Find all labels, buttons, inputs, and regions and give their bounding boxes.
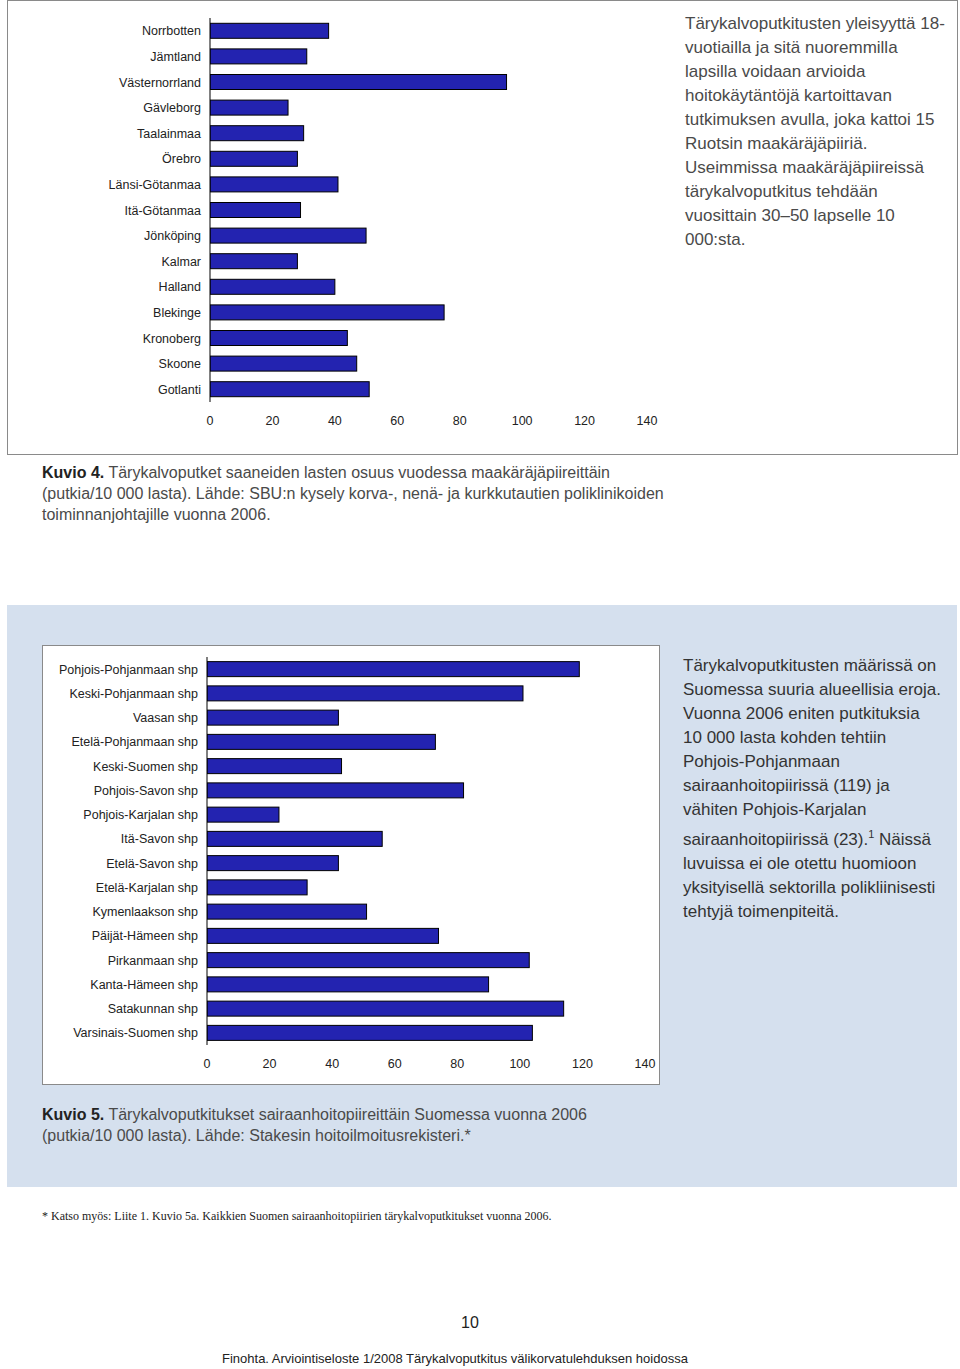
bar	[207, 953, 529, 968]
tick-label: 140	[637, 414, 658, 428]
category-label: Itä-Götanmaa	[125, 204, 201, 218]
bar	[207, 686, 523, 701]
bar	[207, 662, 579, 677]
bar	[210, 151, 297, 166]
bar	[207, 759, 342, 774]
bar	[207, 734, 435, 749]
bar	[207, 1001, 564, 1016]
tick-label: 140	[635, 1057, 656, 1071]
bar	[210, 177, 338, 192]
chart-frame	[43, 646, 660, 1085]
footnote: * Katso myös: Liite 1. Kuvio 5a. Kaikkie…	[42, 1209, 922, 1224]
bar	[210, 126, 304, 141]
category-label: Blekinge	[153, 306, 201, 320]
category-label: Etelä-Savon shp	[106, 857, 198, 871]
category-label: Kymenlaakson shp	[92, 905, 198, 919]
category-label: Halland	[159, 280, 201, 294]
category-label: Kalmar	[161, 255, 201, 269]
bar	[207, 710, 338, 725]
bar	[207, 977, 489, 992]
chart-frame	[8, 1, 958, 455]
category-label: Jönköping	[144, 229, 201, 243]
page-number: 10	[440, 1314, 500, 1332]
footnote-ref: 1	[868, 828, 874, 840]
chart: Norrbotten Jämtland Västernorrland Gävlebor…	[8, 1, 958, 455]
tick-label: 100	[512, 414, 533, 428]
side-text: Tärykalvoputkitusten määrissä on Suomess…	[683, 654, 941, 924]
tick-label: 40	[325, 1057, 339, 1071]
bar	[207, 783, 464, 798]
category-label: Länsi-Götanmaa	[109, 178, 201, 192]
bars	[210, 23, 507, 396]
category-label: Päijät-Hämeen shp	[92, 929, 198, 943]
category-axis	[210, 18, 211, 402]
bar	[210, 331, 347, 346]
category-label: Norrbotten	[142, 24, 201, 38]
tick-label: 120	[574, 414, 595, 428]
tick-label: 0	[204, 1057, 211, 1071]
tick-label: 0	[207, 414, 214, 428]
category-label: Kanta-Hämeen shp	[90, 978, 198, 992]
bar	[207, 856, 338, 871]
tick-label: 80	[450, 1057, 464, 1071]
tick-label: 20	[263, 1057, 277, 1071]
bar	[210, 356, 357, 371]
bar	[207, 880, 307, 895]
category-label: Vaasan shp	[133, 711, 198, 725]
category-label: Kronoberg	[143, 332, 201, 346]
side-text: Tärykalvoputkitusten yleisyyttä 18-vuoti…	[685, 12, 953, 252]
category-label: Etelä-Pohjanmaan shp	[72, 735, 199, 749]
category-label: Taalainmaa	[137, 127, 201, 141]
category-label: Jämtland	[150, 50, 201, 64]
category-label: Satakunnan shp	[108, 1002, 198, 1016]
bar	[210, 305, 444, 320]
bar	[207, 1025, 532, 1040]
category-label: Gävleborg	[143, 101, 201, 115]
tick-label: 60	[390, 414, 404, 428]
category-label: Västernorrland	[119, 76, 201, 90]
category-label: Etelä-Karjalan shp	[96, 881, 198, 895]
side-text-part: Tärykalvoputkitusten määrissä on Suomess…	[683, 656, 941, 849]
bar	[210, 254, 297, 269]
category-label: Pohjois-Savon shp	[94, 784, 198, 798]
category-label: Varsinais-Suomen shp	[73, 1026, 198, 1040]
bar	[210, 75, 507, 90]
caption: Kuvio 5. Tärykalvoputkitukset sairaanhoi…	[42, 1104, 642, 1146]
caption: Kuvio 4. Tärykalvoputket saaneiden laste…	[42, 462, 682, 525]
bar	[210, 279, 335, 294]
bar	[210, 49, 307, 64]
bar	[207, 831, 382, 846]
tick-label: 100	[509, 1057, 530, 1071]
bar	[210, 23, 329, 38]
tick-label: 20	[265, 414, 279, 428]
category-label: Örebro	[162, 152, 201, 166]
bars	[207, 662, 579, 1041]
category-label: Pohjois-Karjalan shp	[83, 808, 198, 822]
category-label: Itä-Savon shp	[121, 832, 198, 846]
category-label: Pohjois-Pohjanmaan shp	[59, 663, 198, 677]
footer: Finohta. Arviointiseloste 1/2008 Tärykal…	[222, 1351, 742, 1366]
bar	[207, 807, 279, 822]
category-label: Pirkanmaan shp	[108, 954, 198, 968]
tick-label: 40	[328, 414, 342, 428]
bar	[210, 382, 369, 397]
bar	[210, 228, 366, 243]
category-label: Skoone	[159, 357, 201, 371]
tick-label: 120	[572, 1057, 593, 1071]
tick-label: 60	[388, 1057, 402, 1071]
bar	[207, 928, 439, 943]
category-axis	[207, 657, 208, 1045]
bar	[210, 100, 288, 115]
category-label: Gotlanti	[158, 383, 201, 397]
category-label: Keski-Pohjanmaan shp	[69, 687, 198, 701]
chart: Pohjois-Pohjanmaan shp Keski-Pohjanmaan s…	[43, 646, 660, 1085]
tick-label: 80	[453, 414, 467, 428]
bar	[207, 904, 367, 919]
category-label: Keski-Suomen shp	[93, 760, 198, 774]
bar	[210, 203, 301, 218]
